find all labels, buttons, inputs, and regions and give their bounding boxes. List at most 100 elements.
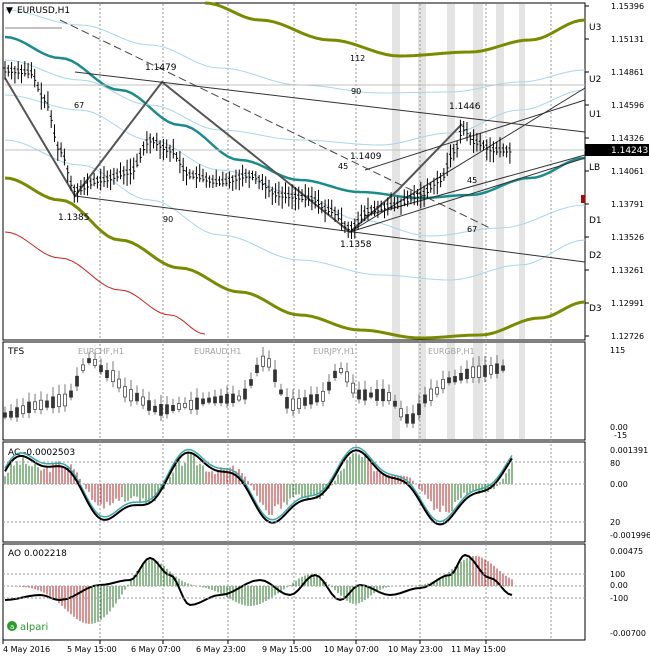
tfs-candle: [483, 365, 487, 377]
ao-axis-m100: -100: [610, 594, 628, 603]
tfs-candle: [21, 405, 25, 415]
tfs-candle: [447, 377, 451, 384]
price-axis-label: 1.13526: [611, 233, 644, 242]
tfs-axis-top: 115: [610, 346, 625, 355]
tfs-candle: [69, 390, 73, 398]
tfs-candle: [321, 390, 325, 402]
chart-title-arrow[interactable]: ▼: [6, 6, 13, 16]
svg-text:alpari: alpari: [20, 622, 48, 633]
tfs-candle: [153, 405, 157, 413]
price-axis-label: 1.12726: [611, 332, 644, 341]
tfs-pair-euraud: EURAUD,H1: [194, 347, 241, 356]
tfs-candle: [411, 413, 415, 424]
tfs-candle: [201, 398, 205, 405]
tfs-candle: [315, 394, 319, 403]
tfs-candle: [441, 379, 445, 390]
tfs-candle: [27, 401, 31, 414]
tfs-title: TFS: [7, 347, 25, 357]
time-axis-label: 11 May 15:00: [451, 645, 506, 654]
tfs-candle: [93, 359, 97, 366]
annotation-p1479: 1.1479: [145, 63, 177, 73]
price-axis-label: 1.14326: [611, 134, 644, 143]
tfs-candle: [177, 403, 181, 410]
annotation-n90b: 90: [163, 215, 173, 224]
tfs-candle: [243, 388, 247, 400]
tfs-candle: [285, 397, 289, 409]
tfs-candle: [81, 364, 85, 371]
tfs-bars: [3, 347, 505, 429]
moving-average-lb: [4, 35, 586, 200]
tfs-candle: [51, 396, 55, 409]
tfs-candle: [9, 410, 13, 418]
price-axis[interactable]: 1.15396 1.15131 1.14861 1.14596 1.14326 1.140…: [585, 2, 644, 341]
annotation-n45a: 45: [338, 162, 348, 171]
tfs-candle: [99, 365, 103, 373]
tfs-candle: [141, 396, 145, 406]
ac-signal-line: [4, 446, 513, 523]
tfs-candle: [33, 401, 37, 410]
session-shade-5: [519, 4, 525, 339]
ac-axis-80: 80: [610, 459, 620, 468]
ao-axis-zero: 0.00: [610, 581, 628, 590]
tfs-candle: [261, 355, 265, 367]
band-u3: [204, 1, 586, 58]
annotation-p1409: 1.1409: [350, 152, 382, 162]
ao-axis-max: 0.00475: [610, 547, 643, 556]
session-shade-tfs-5: [519, 343, 525, 439]
tfs-candle: [423, 394, 427, 404]
tfs-axis-bottom: -15: [614, 431, 627, 440]
band-label-d3: D3: [589, 304, 602, 314]
ao-axis-min: -0.00700: [610, 629, 646, 638]
tfs-candle: [63, 393, 67, 407]
tfs-candle: [417, 403, 421, 416]
band-label-u3: U3: [589, 23, 601, 33]
price-axis-label: 1.13791: [611, 200, 644, 209]
time-axis-label: 5 May 15:00: [67, 645, 117, 654]
time-axis-label: 6 May 23:00: [196, 645, 246, 654]
tfs-candle: [171, 405, 175, 412]
tfs-candle: [279, 389, 283, 395]
annotation-n112: 112: [350, 54, 365, 63]
session-shade-4: [496, 4, 504, 339]
tfs-candle: [489, 365, 493, 375]
tfs-candle: [333, 370, 337, 379]
band-label-u2: U2: [589, 75, 601, 85]
time-axis-label: 10 May 23:00: [388, 645, 443, 654]
channel-top-line: [74, 71, 586, 133]
tfs-pair-eurjpy: EURJPY,H1: [313, 347, 355, 356]
time-axis[interactable]: 4 May 2016 5 May 15:00 6 May 07:00 6 May 23…: [2, 640, 506, 654]
tfs-candle: [75, 375, 79, 387]
tfs-candle: [363, 389, 367, 401]
ac-histogram: [3, 446, 585, 526]
tfs-candle: [237, 395, 241, 401]
tfs-candle: [429, 388, 433, 401]
band-d2-inner: [4, 139, 586, 281]
time-axis-label: 4 May 2016: [3, 645, 50, 654]
tfs-candle: [471, 366, 475, 378]
tfs-candle: [477, 365, 481, 378]
tfs-axis-zero: 0.00: [610, 423, 628, 432]
tfs-pair-eurgbp: EURGBP,H1: [428, 347, 475, 356]
tfs-candle: [387, 392, 391, 402]
tfs-candle: [339, 368, 343, 373]
band-red: [4, 231, 206, 335]
price-bars: [3, 61, 512, 239]
tfs-candle: [309, 394, 313, 405]
tfs-candle: [459, 372, 463, 381]
price-axis-label: 1.14061: [611, 167, 644, 176]
ac-axis-20: 20: [610, 518, 620, 527]
session-shade-tfs-4: [496, 343, 504, 439]
price-axis-label: 1.15131: [611, 35, 644, 44]
current-price-marker: [581, 195, 585, 203]
tfs-pair-eurchf: EURCHF,H1: [78, 347, 124, 356]
band-u1: [4, 59, 586, 146]
tfs-candle: [39, 399, 43, 411]
tfs-candle: [207, 397, 211, 403]
price-axis-label: 1.12991: [611, 299, 644, 308]
tfs-candle: [189, 399, 193, 410]
annotation-p1358: 1.1358: [340, 240, 372, 250]
time-axis-label: 6 May 07:00: [131, 645, 181, 654]
alpari-logo: a alpari: [7, 621, 48, 633]
tfs-candle: [303, 397, 307, 406]
